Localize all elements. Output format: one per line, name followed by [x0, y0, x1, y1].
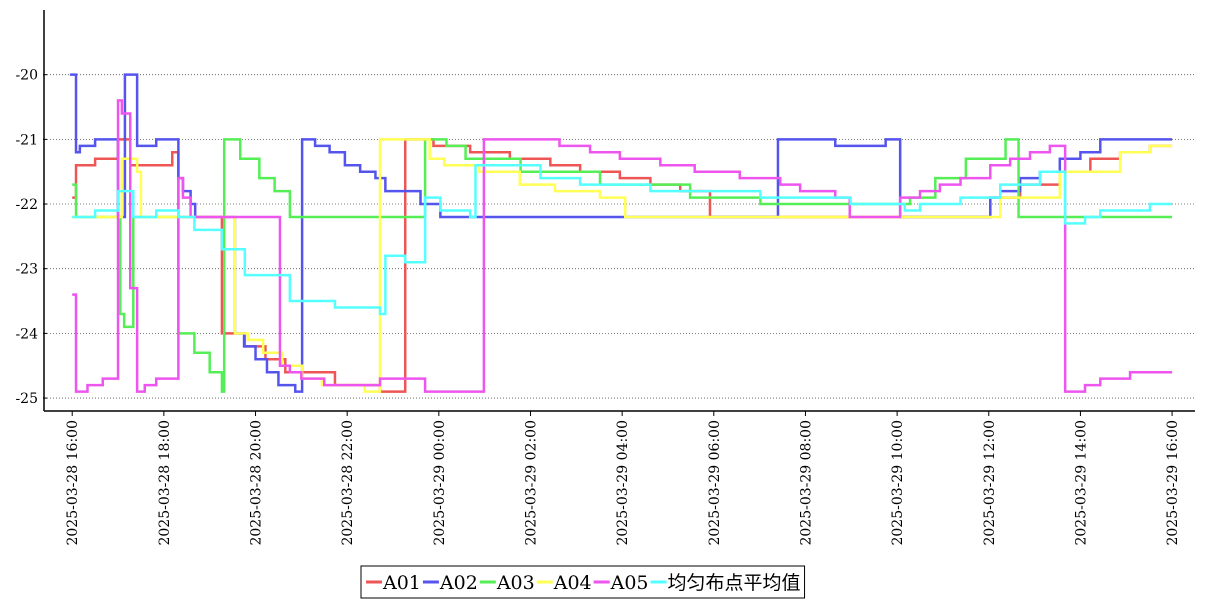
- y-tick-label: -25: [15, 391, 38, 407]
- x-tick-label: 2025-03-29 04:00: [615, 420, 631, 546]
- legend: A01 A02 A03 A04 A05 均匀布点平均值: [360, 565, 806, 599]
- y-tick-label: -21: [15, 132, 38, 148]
- series-line: [72, 138, 1173, 393]
- x-tick-label: 2025-03-29 12:00: [982, 420, 998, 546]
- series-line: [72, 99, 1173, 393]
- legend-label: A04: [553, 572, 592, 594]
- legend-box: [360, 565, 806, 599]
- legend-label: A05: [610, 572, 649, 594]
- x-tick-label: 2025-03-29 02:00: [523, 420, 539, 546]
- legend-label: A02: [439, 572, 478, 594]
- y-tick-label: -20: [15, 68, 38, 84]
- x-tick-label: 2025-03-28 22:00: [340, 420, 356, 546]
- series-line: [72, 138, 1173, 393]
- y-tick-label: -23: [15, 262, 38, 278]
- legend-label: 均匀布点平均值: [668, 572, 801, 594]
- series-line: [72, 163, 1173, 316]
- x-tick-label: 2025-03-29 06:00: [707, 420, 723, 546]
- y-tick-label: -22: [15, 197, 38, 213]
- x-tick-label: 2025-03-28 20:00: [249, 420, 265, 546]
- x-tick-label: 2025-03-28 18:00: [157, 420, 173, 546]
- legend-label: A03: [496, 572, 535, 594]
- x-tick-label: 2025-03-29 08:00: [798, 420, 814, 546]
- x-tick-label: 2025-03-29 16:00: [1165, 420, 1181, 546]
- x-tick-label: 2025-03-28 16:00: [65, 420, 81, 546]
- x-tick-label: 2025-03-29 00:00: [432, 420, 448, 546]
- x-tick-label: 2025-03-29 10:00: [890, 420, 906, 546]
- legend-label: A01: [382, 572, 421, 594]
- x-tick-label: 2025-03-29 14:00: [1073, 420, 1089, 546]
- y-tick-label: -24: [15, 326, 38, 342]
